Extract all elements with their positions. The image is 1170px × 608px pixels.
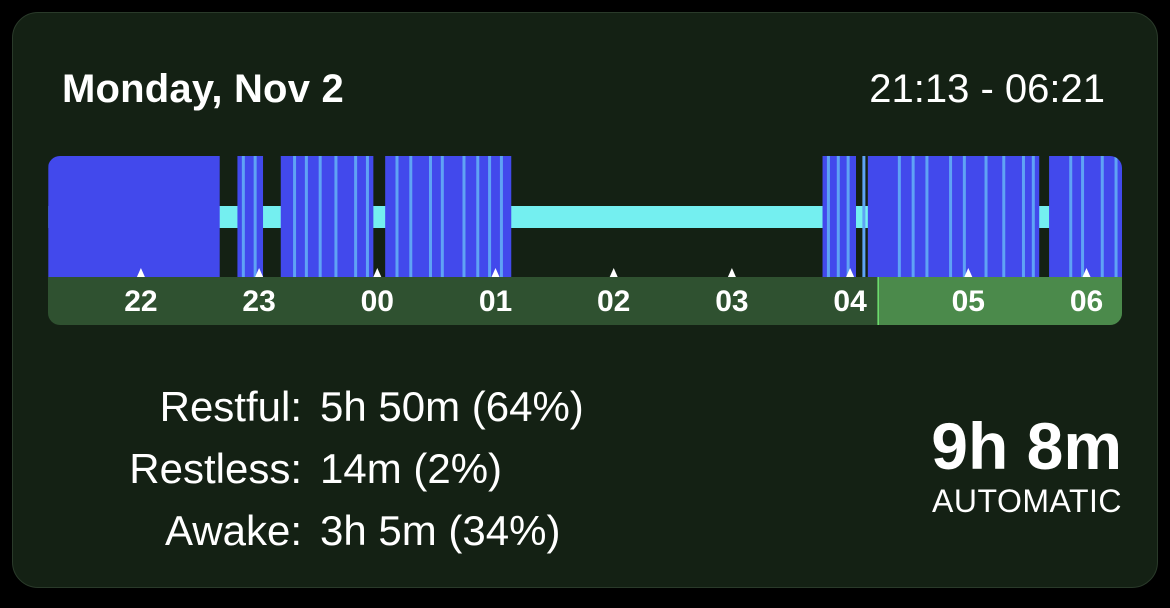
restless-mark-12 xyxy=(440,156,444,277)
hour-tick-label: 01 xyxy=(479,285,512,318)
hour-tick-marker xyxy=(491,268,500,277)
restless-mark-27 xyxy=(1002,156,1006,277)
hour-tick-label: 02 xyxy=(597,285,630,318)
restless-mark-3 xyxy=(293,156,297,277)
restless-mark-5 xyxy=(318,156,322,277)
restless-mark-23 xyxy=(925,156,929,277)
awake-label: Awake: xyxy=(165,507,302,554)
restless-mark-7 xyxy=(354,156,358,277)
restless-mark-22 xyxy=(911,156,915,277)
restless-mark-15 xyxy=(488,156,492,277)
restless-mark-1 xyxy=(241,156,245,277)
restful-value: 5h 50m (64%) xyxy=(320,383,584,430)
hour-tick-label: 05 xyxy=(952,285,985,318)
hour-tick-marker xyxy=(255,268,264,277)
restless-mark-30 xyxy=(1069,156,1073,277)
hour-tick-label: 04 xyxy=(833,285,867,318)
restful-label: Restful: xyxy=(159,383,302,430)
restless-mark-10 xyxy=(409,156,413,277)
sleep-time-range: 21:13 - 06:21 xyxy=(869,67,1105,111)
restful-segment-4 xyxy=(385,156,512,277)
tracking-mode: AUTOMATIC xyxy=(932,483,1122,519)
total-sleep-duration: 9h 8m xyxy=(931,409,1122,483)
hour-tick-marker xyxy=(846,268,855,277)
hour-tick-label: 22 xyxy=(124,285,157,318)
hour-tick-label: 03 xyxy=(715,285,748,318)
hour-tick-marker xyxy=(727,268,736,277)
stat-row-restless: Restless: 14m (2%) xyxy=(60,438,584,500)
restless-mark-9 xyxy=(395,156,399,277)
restless-label: Restless: xyxy=(129,445,302,492)
restless-mark-32 xyxy=(1100,156,1104,277)
hour-tick-marker xyxy=(1082,268,1091,277)
awake-value: 3h 5m (34%) xyxy=(320,507,561,554)
restless-mark-18 xyxy=(836,156,840,277)
restless-mark-28 xyxy=(1021,156,1025,277)
restless-mark-21 xyxy=(897,156,901,277)
hour-tick-marker xyxy=(373,268,382,277)
sleep-timeline-svg: 22 23 00 01 02 03 04 05 06 xyxy=(48,156,1122,325)
hour-tick-label: 00 xyxy=(361,285,394,318)
hour-tick-marker xyxy=(136,268,145,277)
hour-tick-label: 23 xyxy=(242,285,275,318)
sleep-stats: Restful: 5h 50m (64%) Restless: 14m (2%)… xyxy=(60,376,584,562)
sleep-date: Monday, Nov 2 xyxy=(62,67,344,111)
restful-segment-1 xyxy=(48,156,220,277)
restless-mark-4 xyxy=(304,156,308,277)
sleep-total: 9h 8m AUTOMATIC xyxy=(931,410,1122,520)
restless-mark-26 xyxy=(984,156,988,277)
restless-mark-13 xyxy=(462,156,466,277)
restless-mark-17 xyxy=(826,156,830,277)
restless-mark-20 xyxy=(862,156,866,277)
restless-mark-24 xyxy=(949,156,953,277)
hour-tick-marker xyxy=(964,268,973,277)
restless-mark-6 xyxy=(334,156,338,277)
restful-segment-3 xyxy=(280,156,374,277)
restless-mark-14 xyxy=(476,156,480,277)
restless-mark-29 xyxy=(1031,156,1035,277)
restless-mark-19 xyxy=(846,156,850,277)
restful-segment-6 xyxy=(867,156,1040,277)
restless-mark-25 xyxy=(962,156,966,277)
restless-mark-8 xyxy=(365,156,369,277)
hour-tick-label: 06 xyxy=(1070,285,1103,318)
restless-mark-11 xyxy=(428,156,432,277)
restless-value: 14m (2%) xyxy=(320,445,503,492)
restless-mark-16 xyxy=(499,156,503,277)
restful-segment-7 xyxy=(1049,156,1122,277)
restless-mark-33 xyxy=(1114,156,1118,277)
restless-mark-31 xyxy=(1081,156,1085,277)
time-axis-highlight xyxy=(877,277,1122,325)
sleep-timeline-chart: 22 23 00 01 02 03 04 05 06 xyxy=(48,156,1122,325)
stat-row-restful: Restful: 5h 50m (64%) xyxy=(60,376,584,438)
restful-segment-2 xyxy=(237,156,264,277)
hour-tick-marker xyxy=(609,268,618,277)
stat-row-awake: Awake: 3h 5m (34%) xyxy=(60,500,584,562)
restless-mark-2 xyxy=(253,156,257,277)
